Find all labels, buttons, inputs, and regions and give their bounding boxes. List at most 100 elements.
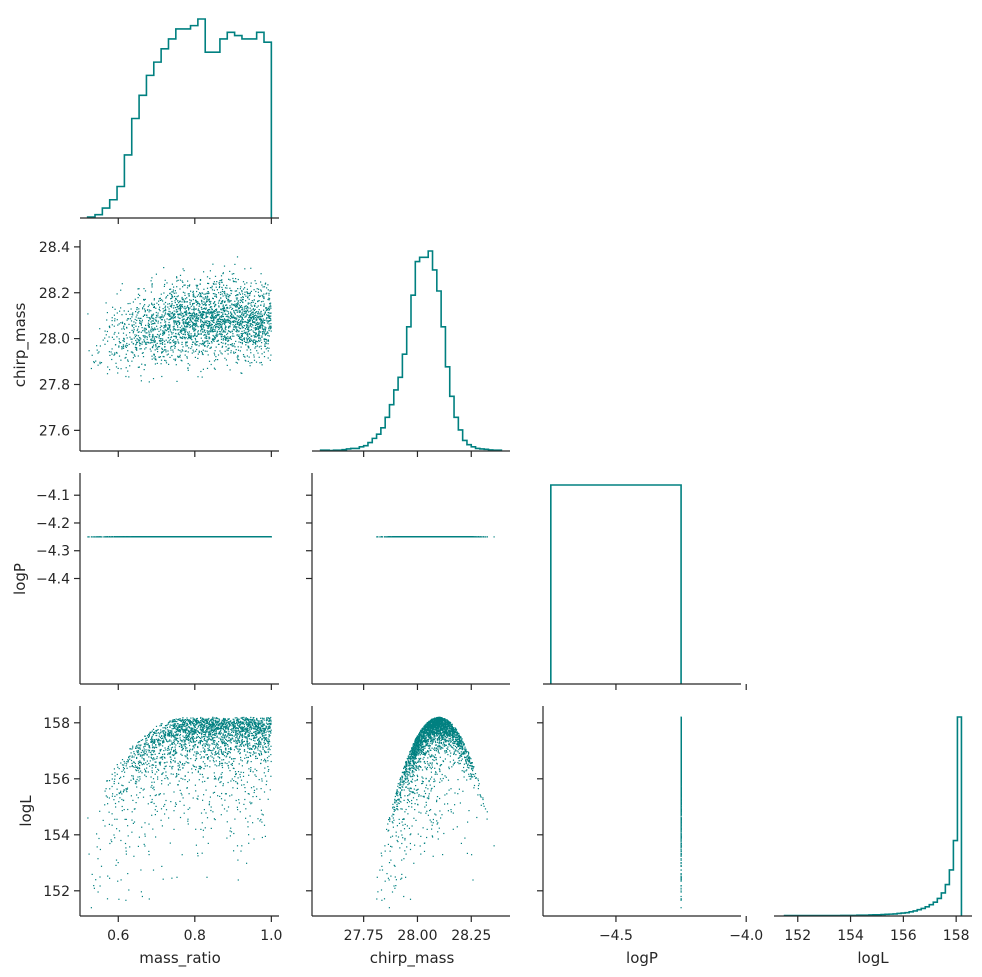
scatter-point bbox=[236, 323, 238, 325]
scatter-point bbox=[218, 292, 220, 294]
scatter-point bbox=[264, 319, 266, 321]
scatter-point bbox=[184, 354, 186, 356]
scatter-point bbox=[185, 307, 187, 309]
scatter-point bbox=[154, 349, 156, 351]
scatter-point bbox=[231, 343, 233, 345]
scatter-point bbox=[205, 335, 207, 337]
scatter-point bbox=[126, 319, 128, 321]
scatter-point bbox=[154, 341, 156, 343]
scatter-point bbox=[170, 305, 172, 307]
scatter-point bbox=[233, 311, 235, 313]
scatter-point bbox=[245, 295, 247, 297]
scatter-point bbox=[140, 324, 142, 326]
scatter-point bbox=[189, 335, 191, 337]
scatter-point bbox=[172, 291, 174, 293]
scatter-point bbox=[259, 326, 261, 328]
scatter-point bbox=[187, 351, 189, 353]
scatter-point bbox=[181, 296, 183, 299]
scatter-point bbox=[182, 318, 184, 321]
scatter-point bbox=[265, 341, 267, 343]
scatter-point bbox=[153, 353, 155, 355]
scatter-point bbox=[164, 321, 166, 323]
scatter-point bbox=[145, 332, 147, 334]
scatter-point bbox=[193, 295, 195, 297]
scatter-point bbox=[225, 338, 227, 340]
scatter-point bbox=[260, 345, 262, 347]
scatter-point bbox=[229, 300, 231, 302]
scatter-point bbox=[179, 354, 181, 356]
scatter-point bbox=[218, 323, 220, 325]
scatter-point bbox=[234, 300, 236, 302]
scatter-point bbox=[197, 308, 200, 310]
scatter-point bbox=[258, 309, 260, 311]
scatter-point bbox=[196, 316, 198, 318]
scatter-point bbox=[231, 304, 233, 306]
scatter-point bbox=[177, 279, 179, 281]
scatter-point bbox=[250, 304, 252, 306]
scatter-point bbox=[266, 314, 268, 316]
scatter-point bbox=[166, 313, 168, 315]
scatter-point bbox=[231, 330, 233, 332]
scatter-point bbox=[142, 315, 144, 317]
scatter-point bbox=[238, 324, 240, 326]
scatter-point bbox=[165, 321, 167, 323]
scatter-point bbox=[258, 346, 260, 348]
scatter-point bbox=[114, 308, 116, 310]
scatter-point bbox=[242, 332, 244, 334]
scatter-point bbox=[122, 344, 124, 346]
scatter-point bbox=[184, 334, 186, 336]
scatter-point bbox=[126, 337, 128, 339]
scatter-point bbox=[268, 330, 270, 332]
scatter-point bbox=[228, 325, 230, 328]
scatter-point bbox=[153, 298, 155, 300]
scatter-point bbox=[239, 311, 241, 313]
scatter-point bbox=[205, 316, 207, 318]
scatter-point bbox=[152, 333, 154, 336]
scatter-point bbox=[155, 319, 157, 321]
scatter-point bbox=[229, 279, 231, 281]
scatter-point bbox=[241, 334, 243, 336]
scatter-point bbox=[206, 320, 208, 322]
scatter-point bbox=[259, 322, 261, 324]
scatter-point bbox=[212, 328, 214, 330]
scatter-point bbox=[268, 294, 270, 296]
scatter-point bbox=[137, 297, 139, 299]
scatter-point bbox=[142, 536, 145, 538]
scatter-point bbox=[219, 320, 222, 323]
scatter-point bbox=[198, 303, 200, 305]
scatter-point bbox=[141, 343, 143, 345]
scatter-point bbox=[239, 299, 241, 301]
scatter-point bbox=[187, 322, 189, 324]
scatter-point bbox=[208, 326, 210, 328]
scatter-point bbox=[184, 321, 186, 323]
scatter-point bbox=[177, 329, 179, 331]
scatter-point bbox=[215, 310, 217, 312]
scatter-point bbox=[246, 293, 249, 295]
scatter-point bbox=[207, 309, 209, 311]
scatter-point bbox=[171, 300, 173, 303]
scatter-point bbox=[175, 321, 177, 323]
scatter-point bbox=[244, 291, 246, 293]
scatter-point bbox=[236, 299, 238, 301]
scatter-point bbox=[200, 332, 202, 334]
scatter-point bbox=[248, 292, 250, 295]
scatter-point bbox=[221, 333, 223, 335]
scatter-point bbox=[151, 320, 153, 322]
scatter-point bbox=[266, 332, 268, 334]
scatter-point bbox=[230, 306, 232, 308]
scatter-point bbox=[164, 319, 166, 321]
scatter-point bbox=[209, 322, 211, 324]
scatter-point bbox=[198, 350, 200, 352]
scatter-point bbox=[175, 297, 177, 300]
scatter-point bbox=[260, 289, 262, 291]
scatter-point bbox=[211, 285, 213, 287]
scatter-point bbox=[201, 320, 203, 322]
scatter-point bbox=[141, 321, 143, 323]
scatter-point bbox=[230, 312, 232, 314]
scatter-point bbox=[243, 308, 245, 310]
scatter-point bbox=[133, 337, 135, 339]
scatter-point bbox=[115, 366, 118, 368]
scatter-point bbox=[237, 294, 239, 296]
scatter-point bbox=[136, 347, 138, 349]
scatter-point bbox=[104, 337, 106, 339]
